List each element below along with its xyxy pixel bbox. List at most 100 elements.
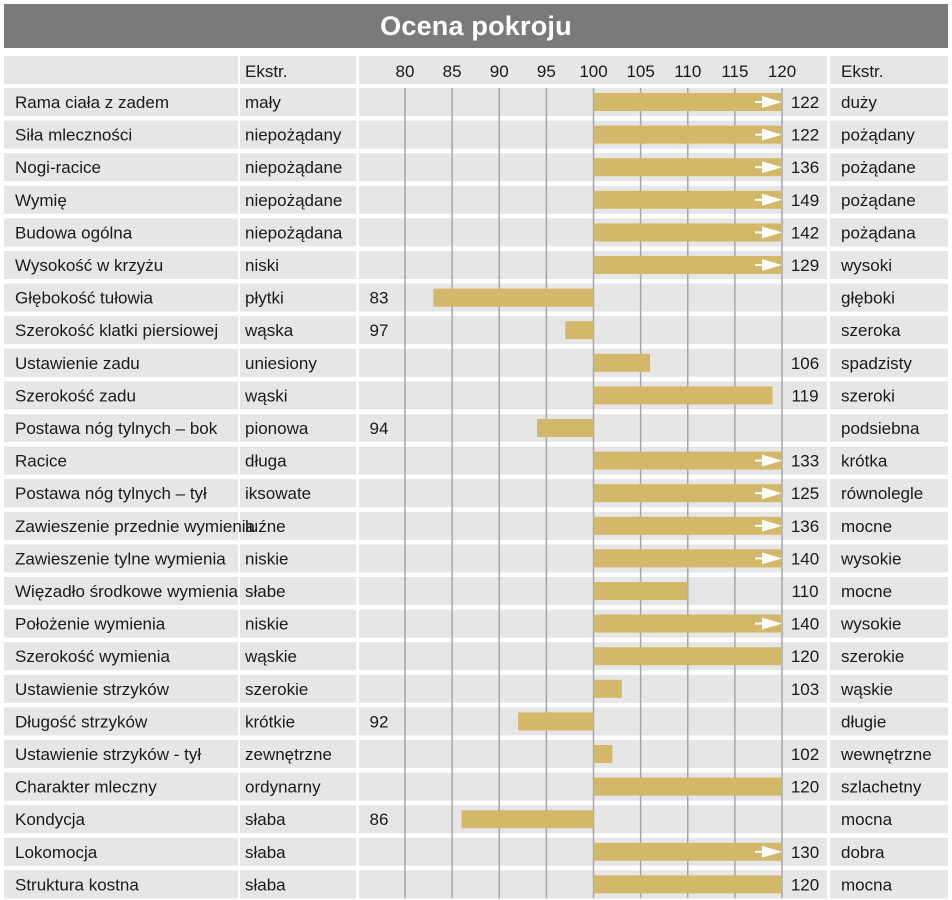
bar [593,647,782,666]
value-label: 136 [791,517,819,536]
row-trait: Kondycja [15,810,85,829]
bar [565,321,594,340]
row-cell-bg [830,674,948,703]
row-left-extreme: uniesiony [245,354,317,373]
row-cell-bg [240,88,356,116]
row-left-extreme: wąski [244,386,288,405]
header-cell-bg [4,56,238,84]
row-cell-bg [240,381,356,410]
row-cell-bg [240,446,356,475]
bar [593,353,651,372]
header-right-extreme: Ekstr. [841,62,884,81]
row-left-extreme: długa [245,452,287,471]
value-label: 140 [791,549,819,568]
row-cell-bg [240,283,356,312]
row-trait: Postawa nóg tylnych – bok [15,419,218,438]
tick-label: 85 [443,62,462,81]
bar [593,549,782,568]
bar [461,810,594,829]
row-cell-bg [4,185,238,214]
row-cell-bg [830,88,948,116]
row-cell-bg [4,88,238,116]
row-left-extreme: niski [245,256,279,275]
row-right-extreme: dobra [841,843,885,862]
bar [593,484,782,503]
bar [593,386,773,405]
row-left-extreme: niepożądane [245,158,342,177]
row-cell-bg [830,577,948,605]
value-label: 140 [791,615,819,634]
overflow-arrow-head [762,161,782,174]
bar [593,256,782,274]
row-right-extreme: pożądana [841,223,916,242]
tick-label: 95 [537,62,556,81]
row-cell-bg [4,283,238,312]
row-cell-bg [4,511,238,540]
value-label: 125 [791,484,819,503]
row-left-extreme: szerokie [245,680,308,699]
tick-label: 110 [674,62,701,81]
value-label: 102 [791,745,819,764]
row-cell-bg [830,251,948,279]
row-cell-bg [240,511,356,540]
row-left-extreme: niepożądane [245,191,342,210]
value-label: 120 [791,778,819,797]
overflow-arrow-head [762,617,782,630]
bars [433,93,782,894]
row-trait: Długość strzyków [15,712,148,731]
row-right-extreme: mocne [841,517,892,536]
row-right-extreme: mocna [841,875,893,894]
row-cell-bg [4,740,238,768]
row-left-extreme: słaba [245,875,286,894]
row-cell-bg [240,348,356,377]
row-left-extreme: iksowate [245,484,311,503]
row-cell-bg [4,153,238,182]
row-right-extreme: szeroki [841,386,895,405]
value-label: 120 [791,875,819,894]
tick-label: 80 [396,62,415,81]
overflow-arrow-head [762,487,782,500]
row-left-extreme: niepożądany [245,126,342,145]
row-cell-bg [4,446,238,475]
row-cell-bg [830,707,948,736]
bar [593,679,622,698]
row-cell-bg [4,348,238,377]
value-label: 130 [791,843,819,862]
bar [593,93,782,111]
row-trait: Wymię [15,191,67,210]
row-cell-bg [830,283,948,312]
row-cell-bg [240,120,356,149]
row-cell-bg [240,772,356,801]
value-label: 92 [370,712,389,731]
row-cell-bg [4,674,238,703]
row-cell-bg [830,772,948,801]
row-cell-bg [4,544,238,573]
row-trait: Charakter mleczny [15,778,157,797]
row-cell-bg [240,251,356,279]
value-label: 133 [791,452,819,471]
row-cell-bg [830,740,948,768]
row-right-extreme: wąskie [840,680,893,699]
value-label: 142 [791,223,819,242]
row-cell-bg [4,381,238,410]
overflow-arrow-head [762,454,782,467]
value-label: 97 [370,321,389,340]
row-trait: Lokomocja [15,843,98,862]
row-cell-bg [240,185,356,214]
row-cell-bg [240,609,356,638]
row-cell-bg [830,316,948,345]
row-left-extreme: ordynarny [245,778,321,797]
row-right-extreme: głęboki [841,289,895,308]
row-cell-bg [240,544,356,573]
row-backgrounds [4,56,948,899]
row-right-extreme: wewnętrzne [840,745,932,764]
row-cell-bg [4,837,238,866]
row-cell-bg [4,251,238,279]
row-cell-bg [4,707,238,736]
row-trait: Postawa nóg tylnych – tył [15,484,207,503]
chart-title: Ocena pokroju [4,4,948,48]
row-cell-bg [240,577,356,605]
row-trait: Racice [15,452,67,471]
row-right-extreme: wysokie [840,615,901,634]
row-cell-bg [4,316,238,345]
